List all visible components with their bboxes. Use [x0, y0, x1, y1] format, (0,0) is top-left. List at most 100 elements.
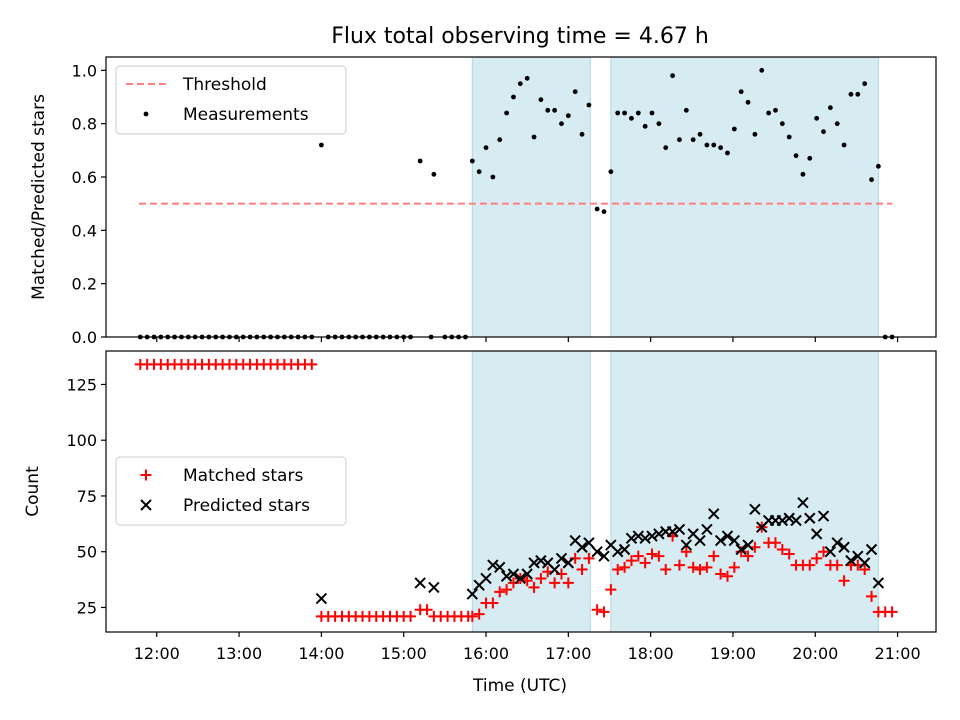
predicted-star-point: [735, 543, 747, 556]
measurement-point: [649, 110, 655, 116]
predicted-star-point: [646, 530, 658, 542]
x-tick-label: 15:00: [381, 644, 427, 663]
predicted-star-point: [480, 572, 492, 585]
measurement-point: [745, 99, 751, 105]
y-axis-label: Matched/Predicted stars: [29, 94, 49, 300]
matched-star-point: [783, 548, 795, 560]
matched-star-point: [598, 606, 610, 618]
axes-frame: [105, 56, 937, 338]
x-tick-label: 20:00: [792, 644, 838, 663]
predicted-star-point: [632, 530, 645, 542]
measurement-point: [848, 91, 854, 97]
matched-star-point: [721, 570, 733, 582]
matched-star-point: [859, 564, 871, 576]
matched-star-point: [612, 564, 624, 576]
predicted-star-point: [591, 546, 603, 558]
legend: Threshold Measurements: [115, 65, 347, 135]
legend-box: [115, 65, 347, 135]
axes-frame: [105, 350, 937, 633]
measurement-point: [663, 145, 669, 151]
predicted-star-point: [749, 503, 761, 516]
matched-star-point: [715, 568, 727, 580]
matched-star-point: [473, 608, 485, 620]
predicted-star-point: [639, 532, 651, 545]
predicted-star-point: [872, 577, 885, 589]
measurement-point: [834, 121, 840, 127]
matched-star-point: [673, 559, 685, 571]
predicted-star-point: [576, 541, 588, 553]
measurement-point: [511, 94, 516, 100]
legend-label: Matched stars: [183, 466, 303, 486]
measurement-point: [538, 97, 544, 103]
x-axis-label: Time (UTC): [472, 676, 567, 696]
predicted-star-point: [824, 546, 837, 558]
predicted-star-point: [701, 523, 713, 536]
matched-star-point: [886, 606, 898, 618]
matched-star-point: [494, 586, 506, 598]
y-tick-label: 75: [77, 487, 97, 506]
measurement-point: [642, 123, 648, 129]
chart-title: Flux total observing time = 4.67 h: [331, 24, 709, 49]
x-tick-label: 18:00: [628, 644, 674, 663]
y-tick-label: 25: [77, 598, 97, 617]
matched-star-point: [632, 550, 644, 562]
matched-star-point: [562, 577, 574, 589]
matched-star-point: [619, 561, 631, 573]
predicted-star-point: [831, 537, 843, 549]
measurement-point: [800, 171, 806, 177]
measurement-point: [545, 107, 551, 113]
x-tick-label: 13:00: [216, 644, 262, 663]
measurement-point: [759, 67, 765, 73]
measurement-point: [635, 110, 641, 116]
matched-star-point: [528, 581, 540, 593]
y-tick-label: 0.6: [72, 168, 97, 187]
measurement-point: [677, 137, 682, 143]
measurement-point: [586, 102, 592, 108]
measurement-point: [490, 174, 496, 180]
matched-star-point: [576, 564, 588, 576]
predicted-star-point: [810, 528, 823, 540]
legend-predicted-swatch: [140, 499, 152, 511]
matched-star-point: [583, 552, 595, 564]
predicted-star-point: [555, 552, 568, 565]
x-tick-label: 21:00: [875, 644, 921, 663]
measurement-point: [629, 115, 634, 121]
measurement-point: [786, 134, 792, 140]
measurement-point: [504, 110, 509, 116]
matched-star-point: [466, 610, 478, 622]
measurement-point: [531, 134, 537, 140]
highlight-span: [610, 56, 879, 338]
matched-star-point: [549, 577, 561, 589]
bottom-panel: 25 50 75 100 125 12:00 13:00 14:00 15:00 16:00 17:…: [23, 350, 937, 663]
measurement-point: [552, 107, 558, 113]
matched-star-point: [818, 546, 830, 558]
y-tick-label: 0.2: [72, 275, 97, 294]
matched-star-point: [591, 604, 603, 616]
measurement-point: [711, 142, 717, 148]
matched-star-point: [804, 559, 816, 571]
predicted-star-point: [653, 528, 665, 540]
predicted-star-point: [776, 514, 789, 527]
measurement-point: [752, 131, 758, 137]
measurement-point: [779, 121, 785, 127]
matched-star-point: [742, 550, 754, 562]
predicted-star-point: [428, 581, 440, 594]
legend-label: Measurements: [183, 105, 309, 125]
matched-star-point: [421, 604, 433, 616]
matched-star-point: [501, 584, 513, 596]
top-panel: 0.0 0.2 0.4 0.6 0.8 1.0 Matched/Predicted star…: [29, 56, 937, 347]
measurement-point: [615, 110, 621, 116]
measurement-point: [827, 105, 833, 111]
legend-measurements-swatch: [143, 111, 149, 117]
predicted-star-point: [548, 563, 561, 576]
matched-star-point: [831, 559, 843, 571]
measurement-point: [821, 129, 826, 135]
measurement-point: [524, 75, 530, 81]
predicted-star-point: [804, 512, 816, 524]
measurement-point: [875, 163, 881, 169]
matched-star-point: [535, 572, 547, 584]
matched-star-point: [708, 550, 720, 562]
matched-star-point: [680, 546, 692, 558]
predicted-star-point: [742, 539, 754, 551]
x-tick-label: 14:00: [298, 644, 344, 663]
